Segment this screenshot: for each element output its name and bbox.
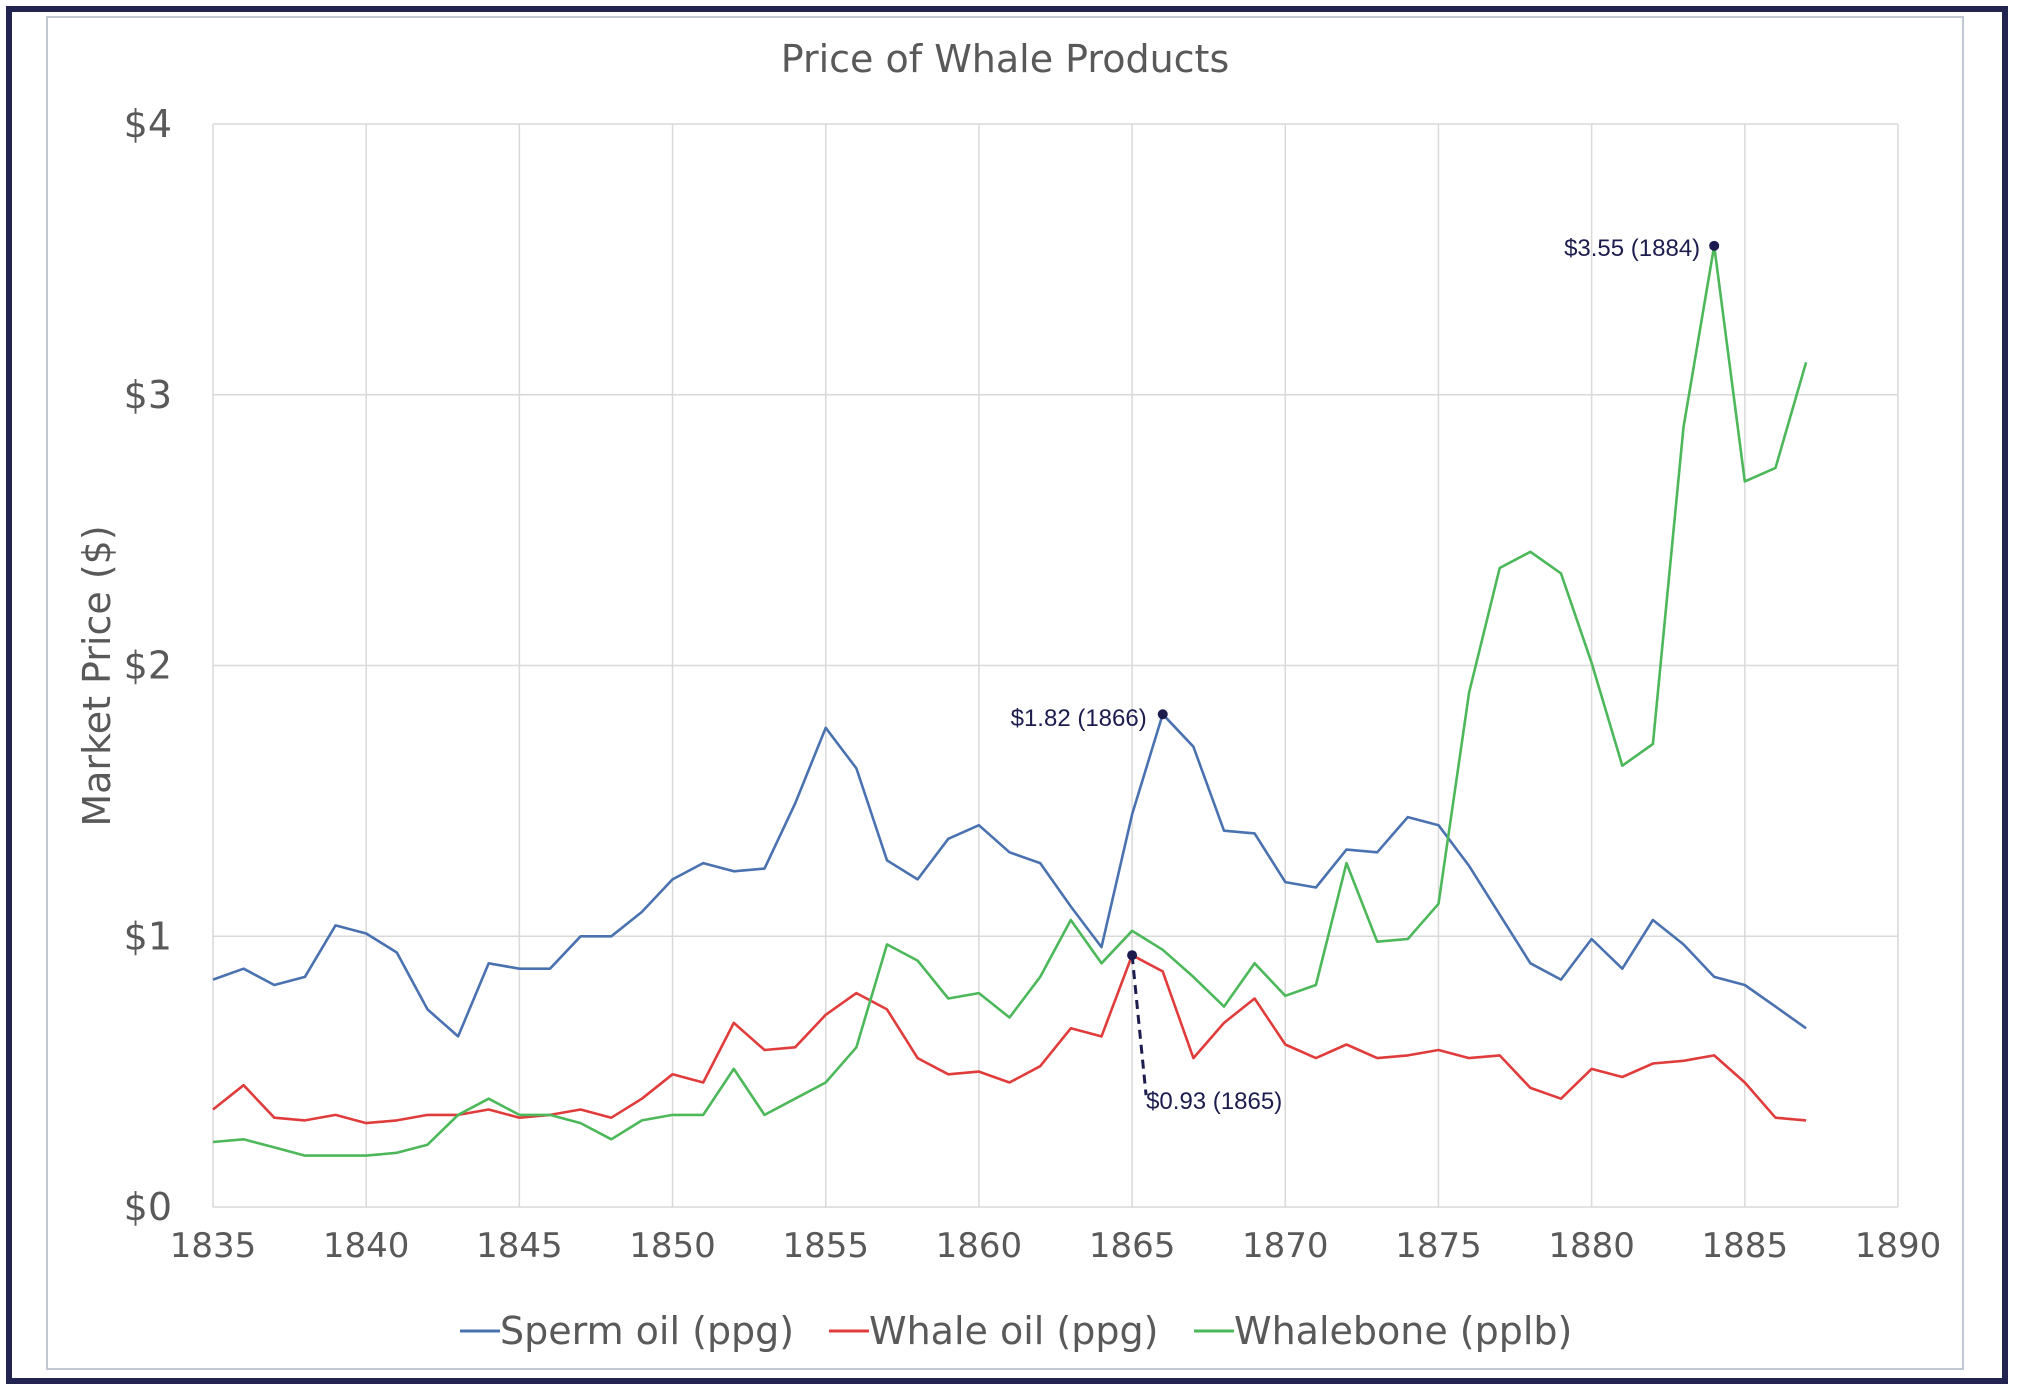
chart-title: Price of Whale Products [781, 37, 1230, 81]
x-tick-label: 1875 [1395, 1226, 1482, 1266]
x-tick-label: 1885 [1702, 1226, 1789, 1266]
y-tick-label: $3 [124, 373, 172, 417]
annotation-label: $3.55 (1884) [1564, 235, 1700, 262]
y-axis-title: Market Price ($) [75, 525, 119, 826]
y-tick-label: $1 [124, 914, 172, 958]
x-tick-label: 1890 [1855, 1226, 1942, 1266]
y-tick-label: $2 [124, 644, 172, 688]
annotations: $3.55 (1884) $1.82 (1866) $0.93 (1865) [1011, 235, 1720, 1115]
x-tick-label: 1840 [323, 1226, 410, 1266]
chart-area-border [46, 16, 1964, 1370]
legend-label-1: Whale oil (ppg) [869, 1309, 1158, 1353]
y-tick-labels: $0 $1 $2 $3 $4 [124, 102, 172, 1229]
annotation-label: $1.82 (1866) [1011, 705, 1147, 732]
x-tick-label: 1880 [1548, 1226, 1635, 1266]
series-lines [212, 244, 1808, 1157]
annotation-marker [1127, 950, 1138, 961]
y-tick-label: $0 [124, 1185, 172, 1229]
chart-outer-frame [6, 6, 2008, 1384]
annotation-label: $0.93 (1865) [1146, 1088, 1282, 1115]
series-line-0 [212, 712, 1807, 1038]
x-tick-label: 1860 [936, 1226, 1023, 1266]
x-tick-label: 1850 [629, 1226, 716, 1266]
annotation-marker [1709, 240, 1720, 251]
x-tick-label: 1835 [170, 1226, 257, 1266]
horizontal-gridlines [213, 123, 1898, 1208]
x-tick-labels: 1835 1840 1845 1850 1855 1860 1865 1870 1875 1880… [170, 1226, 1942, 1266]
x-tick-label: 1865 [1089, 1226, 1176, 1266]
legend: Sperm oil (ppg) Whale oil (ppg) Whalebone … [460, 1309, 1572, 1353]
x-tick-label: 1870 [1242, 1226, 1329, 1266]
legend-label-2: Whalebone (pplb) [1234, 1309, 1572, 1353]
x-tick-label: 1845 [476, 1226, 563, 1266]
legend-label-0: Sperm oil (ppg) [500, 1309, 794, 1353]
annotation-leader-line [1130, 955, 1148, 1096]
series-line-1 [212, 953, 1807, 1125]
annotation-marker [1157, 709, 1168, 720]
x-tick-label: 1855 [782, 1226, 869, 1266]
y-tick-label: $4 [124, 102, 172, 146]
series-line-2 [212, 244, 1808, 1157]
